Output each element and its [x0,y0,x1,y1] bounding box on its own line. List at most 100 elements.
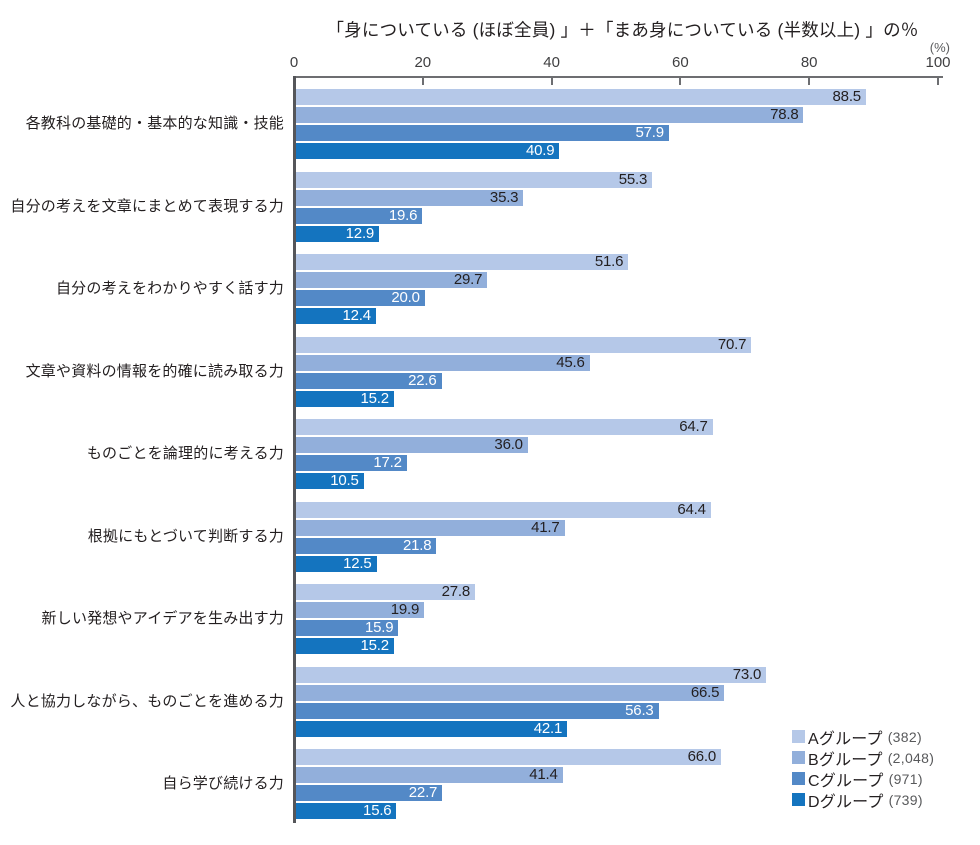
bar-value-label: 40.9 [525,142,555,159]
bar: 42.1 [296,720,568,737]
x-tick-label: 0 [289,54,299,71]
bar-value-label: 78.8 [770,106,799,123]
legend-label: Dグループ [808,793,884,811]
bar: 15.6 [296,802,397,819]
bar: 17.2 [296,454,407,471]
x-tick-label: 40 [543,54,560,71]
bar: 21.8 [296,536,437,554]
bar-value-label: 12.9 [345,224,375,242]
bar: 12.9 [296,224,380,242]
bar: 10.5 [296,472,364,489]
bar: 15.2 [296,637,394,654]
bar-value-label: 22.7 [408,784,438,801]
bar-value-label: 57.9 [635,124,664,141]
bar: 66.0 [296,748,722,765]
bar: 12.4 [296,307,376,324]
bar-value-label: 35.3 [489,188,519,206]
bar: 27.8 [296,583,476,600]
category-label: 文章や資料の情報を的確に読み取る力 [25,362,284,380]
bar: 73.0 [296,665,767,683]
bar-value-label: 19.6 [388,206,418,224]
bar-value-label: 56.3 [625,701,654,719]
bar: 40.9 [296,142,560,159]
bar-value-label: 15.6 [363,802,392,819]
category-label: 各教科の基礎的・基本的な知識・技能 [25,115,284,132]
x-tick-label: 20 [414,54,432,71]
legend-item: Dグループ (739) [792,789,934,811]
x-tick-mark [550,78,553,85]
legend-item: Bグループ (2,048) [792,747,935,769]
bar-value-label: 12.4 [342,307,371,324]
bar-value-label: 27.8 [441,583,471,600]
percent-unit-label: (%) [929,40,950,55]
bar-value-label: 19.9 [390,601,420,618]
bar-value-label: 66.5 [690,683,720,701]
bar: 56.3 [296,701,659,719]
bar-value-label: 64.4 [677,500,706,518]
category-label: 自分の考えを文章にまとめて表現する力 [10,197,284,215]
legend-count: (382) [887,728,922,745]
bar-value-label: 22.6 [408,371,437,389]
category-label: 人と協力しながら、ものごとを進める力 [10,692,284,710]
bar-value-label: 64.7 [679,418,708,435]
x-tick-label: 100 [925,54,951,71]
legend-count: (971) [888,770,923,787]
x-tick-mark [808,78,811,85]
chart-title: 「身についている (ほぼ全員) 」＋「まあ身についている (半数以上) 」の％ [326,20,919,40]
legend-item: Aグループ (382) [792,726,934,748]
legend-count: (2,048) [887,749,935,766]
bar-value-label: 12.5 [343,554,372,572]
bar-value-label: 21.8 [402,536,432,554]
bar: 41.7 [296,518,565,536]
bar-value-label: 17.2 [373,454,402,471]
bar: 36.0 [296,436,528,453]
bar: 64.7 [296,418,713,435]
legend-label: Cグループ [808,772,884,790]
bar: 19.6 [296,206,423,224]
bar-value-label: 66.0 [687,748,717,765]
bar: 15.2 [296,390,394,407]
bar-value-label: 10.5 [330,472,359,489]
bar: 20.0 [296,289,425,306]
bar: 22.6 [296,371,442,389]
bar: 45.6 [296,353,590,371]
bar-value-label: 45.6 [556,353,585,371]
category-label: ものごとを論理的に考える力 [86,445,284,462]
bar-value-label: 73.0 [732,665,762,683]
category-label: 自ら学び続ける力 [162,775,284,792]
bar-value-label: 29.7 [453,271,483,288]
x-tick-mark [421,78,424,85]
x-tick-label: 60 [672,54,689,71]
x-tick-mark [937,78,939,85]
bar-value-label: 41.7 [531,518,560,536]
legend-swatch [792,751,805,764]
bar-value-label: 15.9 [364,619,394,636]
x-tick-label: 80 [800,54,818,71]
category-label: 自分の考えをわかりやすく話す力 [55,280,284,297]
bar-value-label: 88.5 [832,88,862,105]
legend-swatch [792,772,805,785]
bar-value-label: 15.2 [360,637,389,654]
bar: 22.7 [296,784,443,801]
bar: 78.8 [296,106,804,123]
bar: 70.7 [296,336,752,353]
category-label: 根拠にもとづいて判断する力 [87,527,284,545]
bar-value-label: 20.0 [391,289,420,306]
bar: 19.9 [296,601,425,618]
bar: 66.5 [296,683,725,701]
bar-value-label: 55.3 [618,170,648,188]
legend-swatch [792,730,805,743]
bar-value-label: 41.4 [529,766,558,783]
y-axis-line [293,76,296,823]
bar: 51.6 [296,253,629,270]
bar-value-label: 51.6 [594,253,624,270]
bar: 41.4 [296,766,563,783]
bar: 57.9 [296,124,669,141]
legend-swatch [792,793,805,806]
legend-label: Aグループ [808,730,883,748]
category-label: 新しい発想やアイデアを生み出す力 [41,610,284,627]
legend-item: Cグループ (971) [792,768,934,790]
legend-label: Bグループ [808,751,883,769]
x-axis-line [293,76,943,78]
